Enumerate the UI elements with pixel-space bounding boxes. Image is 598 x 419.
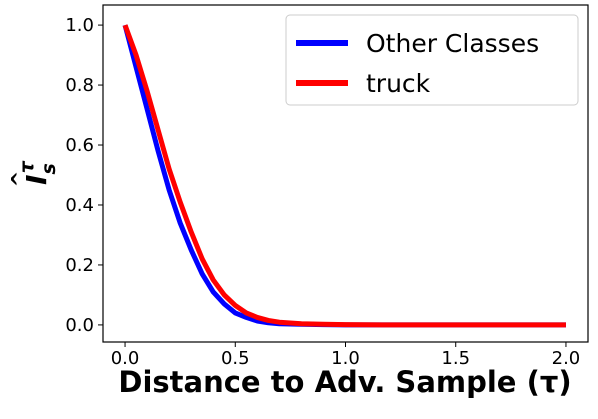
x-tick-label: 2.0 [552,348,581,369]
y-label-text: Isτ [16,160,60,185]
x-tick-label: 1.0 [331,348,360,369]
x-tick-label: 1.5 [441,348,470,369]
x-tick-label: 0.0 [111,348,140,369]
series-line [122,24,566,328]
y-label-hat: ^ [7,171,31,188]
legend: Other Classes truck [285,14,579,106]
legend-box [285,14,579,106]
x-tick-label: 0.5 [221,348,250,369]
legend-label: truck [366,69,431,98]
y-label-base: I [20,175,53,185]
y-tick-label: 0.4 [65,195,94,216]
y-tick-label: 0.2 [65,255,94,276]
y-tick-label: 0.8 [65,75,94,96]
y-label-sup: τ [16,160,38,173]
y-label-sub: s [38,163,60,174]
y-tick-label: 1.0 [65,15,94,36]
y-tick-label: 0.0 [65,315,94,336]
y-axis-label: Isτ ^ [7,160,60,187]
y-tick-label: 0.6 [65,135,94,156]
x-axis-label: Distance to Adv. Sample (τ) [118,365,571,399]
legend-label: Other Classes [366,29,539,58]
